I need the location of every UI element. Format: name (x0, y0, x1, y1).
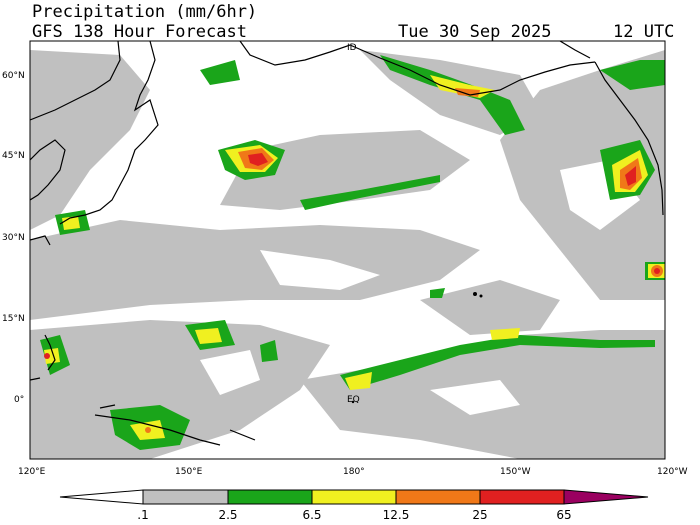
lat-label-30n: 30°N (2, 233, 25, 243)
lon-label-120e: 120°E (18, 467, 46, 477)
chart-subtitle: GFS 138 Hour Forecast (32, 22, 247, 42)
colorbar-segment-3 (311, 489, 397, 505)
lon-label-120w: 120°W (657, 467, 688, 477)
valid-date: Tue 30 Sep 2025 (398, 22, 552, 42)
moderate-precip-areas (40, 55, 665, 450)
lat-label-15n: 15°N (2, 314, 25, 324)
colorbar-label-5: 65 (556, 508, 571, 522)
colorbar-segment-1 (142, 489, 229, 505)
lat-label-60n: 60°N (2, 71, 25, 81)
colorbar-segment-4 (395, 489, 481, 505)
colorbar-label-1: 2.5 (218, 508, 237, 522)
latitude-labels: 60°N 45°N 30°N 15°N 0° (2, 71, 25, 405)
colorbar: .1 2.5 6.5 12.5 25 65 (59, 489, 649, 522)
colorbar-segment-2 (227, 489, 313, 505)
map-area (30, 41, 665, 459)
valid-time: 12 UTC (613, 22, 675, 42)
coastlines (30, 41, 664, 446)
colorbar-label-3: 12.5 (383, 508, 410, 522)
island-markers (351, 292, 483, 404)
map-annotation-eq: EQ (347, 395, 360, 405)
longitude-labels: 120°E 150°E 180° 150°W 120°W (18, 467, 688, 477)
map-frame (29, 40, 666, 460)
colorbar-segment-5 (479, 489, 565, 505)
lat-label-45n: 45°N (2, 151, 25, 161)
colorbar-label-4: 25 (472, 508, 487, 522)
lon-label-180: 180° (343, 467, 365, 477)
colorbar-segment-0 (59, 489, 144, 505)
colorbar-label-0: .1 (137, 508, 148, 522)
chart-title: Precipitation (mm/6hr) (32, 2, 258, 22)
lon-label-150w: 150°W (500, 467, 531, 477)
map-annotation-id: ID (347, 43, 357, 53)
lon-label-150e: 150°E (175, 467, 203, 477)
colorbar-label-2: 6.5 (302, 508, 321, 522)
intense-precip-cores (44, 88, 663, 433)
lat-label-eq: 0° (14, 395, 24, 405)
colorbar-segment-6 (563, 489, 649, 505)
